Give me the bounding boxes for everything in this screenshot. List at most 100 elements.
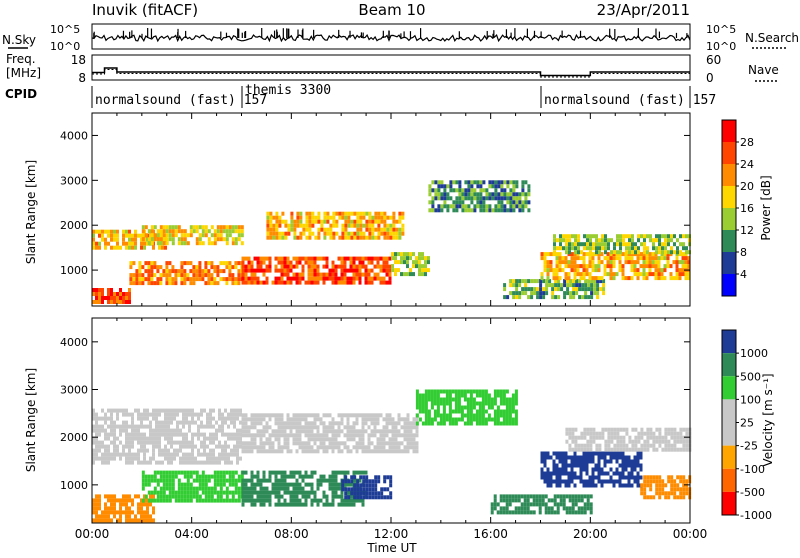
heatmap-cell (250, 260, 254, 265)
heatmap-cell (349, 433, 353, 438)
heatmap-cell (527, 208, 531, 213)
heatmap-cell (334, 445, 338, 450)
heatmap-cell (228, 277, 232, 282)
heatmap-cell (361, 502, 365, 507)
heatmap-cell (646, 427, 650, 432)
heatmap-cell (116, 241, 119, 246)
heatmap-cell (265, 494, 269, 499)
heatmap-cell (241, 449, 245, 454)
heatmap-cell (286, 276, 290, 281)
heatmap-cell (370, 441, 374, 446)
heatmap-cell (188, 456, 191, 461)
heatmap-cell (292, 256, 296, 261)
heatmap-cell (153, 273, 157, 278)
heatmap-cell (631, 447, 635, 452)
heatmap-cell (356, 479, 360, 484)
heatmap-cell (191, 456, 194, 461)
heatmap-cell (394, 449, 398, 454)
heatmap-cell (607, 238, 610, 243)
heatmap-cell (582, 252, 586, 257)
heatmap-cell (210, 277, 214, 282)
heatmap-cell (140, 460, 143, 465)
heatmap-cell (577, 242, 580, 247)
heatmap-cell (370, 256, 374, 261)
heatmap-cell (295, 433, 299, 438)
heatmap-cell (388, 413, 392, 418)
heatmap-cell (630, 467, 634, 472)
heatmap-cell (374, 491, 378, 496)
heatmap-cell (259, 417, 263, 422)
heatmap-cell (493, 397, 497, 402)
heatmap-cell (337, 445, 341, 450)
heatmap-cell (250, 470, 254, 475)
velocity-heatmap (92, 389, 692, 523)
heatmap-cell (353, 231, 357, 236)
heatmap-cell (250, 276, 254, 281)
heatmap-cell (509, 192, 513, 197)
heatmap-cell (685, 250, 688, 255)
heatmap-cell (380, 227, 384, 232)
heatmap-cell (599, 279, 603, 284)
heatmap-cell (367, 449, 371, 454)
heatmap-cell (412, 252, 415, 257)
heatmap-cell (173, 452, 176, 457)
heatmap-cell (482, 208, 486, 213)
heatmap-cell (224, 448, 227, 453)
heatmap-cell (655, 475, 659, 480)
heatmap-cell (509, 279, 513, 284)
heatmap-cell (570, 256, 574, 261)
heatmap-cell (676, 447, 680, 452)
heatmap-cell (497, 196, 501, 201)
heatmap-cell (195, 494, 199, 499)
heatmap-cell (356, 483, 360, 488)
heatmap-cell (98, 514, 101, 519)
heatmap-cell (567, 475, 571, 480)
heatmap-cell (244, 256, 248, 261)
heatmap-cell (346, 449, 350, 454)
heatmap-cell (298, 502, 302, 507)
heatmap-cell (259, 260, 263, 265)
heatmap-cell (475, 409, 479, 414)
heatmap-cell (207, 261, 211, 266)
heatmap-cell (146, 514, 149, 519)
heatmap-cell (503, 204, 507, 209)
heatmap-cell (287, 231, 291, 236)
heatmap-cell (125, 506, 128, 511)
heatmap-cell (505, 389, 509, 394)
heatmap-cell (331, 498, 335, 503)
heatmap-cell (219, 261, 223, 266)
heatmap-cell (289, 421, 293, 426)
heatmap-cell (198, 486, 202, 491)
heatmap-cell (138, 269, 142, 274)
heatmap-cell (171, 482, 175, 487)
heatmap-cell (362, 231, 366, 236)
heatmap-cell (374, 211, 378, 216)
heatmap-cell (515, 295, 519, 300)
heatmap-cell (508, 397, 512, 402)
heatmap-cell (508, 401, 512, 406)
heatmap-cell (652, 479, 656, 484)
heatmap-cell (168, 229, 172, 234)
heatmap-cell (521, 204, 525, 209)
heatmap-cell (660, 276, 664, 281)
heatmap-cell (329, 215, 333, 220)
heatmap-cell (326, 211, 330, 216)
heatmap-cell (322, 264, 326, 269)
heatmap-cell (392, 219, 396, 224)
heatmap-cell (472, 405, 476, 410)
heatmap-cell (170, 420, 173, 425)
heatmap-cell (651, 252, 655, 257)
heatmap-cell (295, 429, 299, 434)
heatmap-cell (176, 440, 179, 445)
heatmap-cell (545, 279, 549, 284)
heatmap-cell (167, 436, 170, 441)
heatmap-cell (256, 494, 260, 499)
heatmap-cell (110, 237, 113, 242)
heatmap-cell (274, 429, 278, 434)
heatmap-cell (153, 237, 157, 242)
heatmap-cell (322, 437, 326, 442)
heatmap-cell (212, 440, 215, 445)
heatmap-cell (269, 235, 273, 240)
heatmap-cell (361, 413, 365, 418)
heatmap-cell (116, 416, 119, 421)
